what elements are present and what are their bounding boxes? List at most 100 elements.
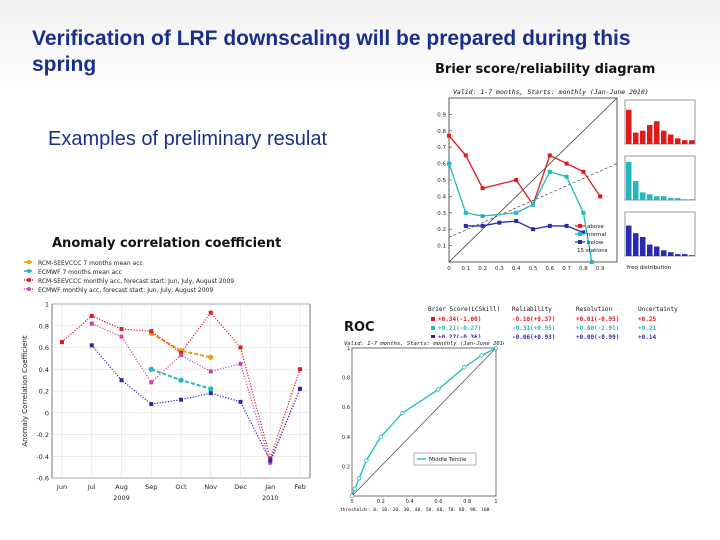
rel-histogram-bar (682, 140, 688, 144)
rel-ytick-label: 0.1 (437, 244, 446, 250)
rel-legend-marker (578, 224, 582, 228)
acc-data-point (268, 460, 273, 465)
rel-histogram-bar (668, 134, 674, 144)
rel-data-point (581, 210, 586, 215)
rel-xtick-label: 0.2 (478, 266, 487, 272)
acc-xtick-label: Dec (234, 483, 247, 491)
rel-ytick-label: 0.3 (437, 211, 446, 217)
acc-legend-label: RCM-SEEVCCC monthly acc, forecast start:… (38, 278, 234, 285)
brier-cell: +0.14 (638, 334, 656, 341)
brier-cell: +0.01(-0.95) (576, 316, 619, 323)
acc-data-point (298, 367, 302, 372)
roc-diagram: Valid: 1-7 months, Starts: monthly (Jan-… (336, 338, 504, 514)
rel-xtick-label: 0.8 (579, 266, 588, 272)
rel-histogram-bar (633, 181, 639, 200)
acc-data-point (208, 391, 213, 396)
roc-xtick-label: 0 (350, 499, 353, 505)
roc-data-point (436, 387, 441, 392)
acc-data-point (208, 369, 213, 374)
rel-plot-title: Valid: 1-7 months, Starts: monthly (Jan-… (453, 88, 649, 96)
rel-histogram-bar (682, 254, 688, 256)
brier-cell: +0.00(-2.91) (576, 325, 619, 332)
acc-data-point (179, 350, 183, 355)
roc-data-point (364, 458, 369, 463)
rel-data-point (598, 194, 603, 199)
acc-legend-label: ECMWF 7 months mean acc (38, 269, 122, 276)
rel-xtick-label: 0.5 (529, 266, 538, 272)
rel-data-point (480, 223, 485, 228)
roc-ytick-label: 0.6 (342, 405, 350, 411)
brier-cell: +0.27(-0.36) (438, 334, 481, 341)
rel-data-point (480, 186, 485, 191)
acc-data-point (149, 380, 154, 385)
rel-histogram-bar (640, 130, 646, 144)
rel-data-point (463, 153, 468, 158)
acc-data-point (268, 456, 273, 461)
rel-xtick-label: 0.7 (562, 266, 571, 272)
rel-ytick-label: 0.2 (437, 227, 446, 233)
rel-legend-label: 15 stations (577, 248, 608, 254)
roc-data-point (462, 365, 467, 370)
acc-xtick-label: Sep (145, 483, 157, 491)
rel-data-point (564, 161, 569, 166)
rel-data-point (514, 210, 519, 215)
roc-plot-title: Valid: 1-7 months, Starts: monthly (Jan-… (344, 341, 504, 347)
rel-histogram-bar (668, 252, 674, 256)
roc-diagonal (351, 347, 497, 497)
acc-series-line (150, 332, 211, 359)
rel-histogram-bar (647, 125, 653, 144)
rel-ytick-label: 0.9 (437, 112, 446, 118)
acc-data-point (119, 334, 124, 339)
acc-data-point (148, 366, 154, 372)
acc-data-point (119, 378, 124, 383)
rel-histogram-bar (654, 196, 660, 200)
roc-xtick-label: 0.6 (434, 499, 442, 505)
rel-histogram-bar (661, 250, 667, 256)
roc-xtick-label: 0.2 (377, 499, 385, 505)
roc-series-line (351, 347, 497, 497)
roc-ytick-label: 0.8 (342, 376, 350, 382)
roc-data-point (352, 486, 358, 491)
brier-cell: +0.34(-1.00) (438, 316, 481, 323)
acc-legend-marker (27, 269, 31, 273)
slide-title: Verification of LRF downscaling will be … (32, 27, 631, 76)
rel-data-point (531, 227, 535, 232)
rel-series-line (465, 220, 584, 234)
rel-data-point (514, 178, 519, 182)
rel-data-point (447, 161, 451, 166)
acc-ytick-label: 0.2 (39, 388, 49, 396)
acc-legend-marker (27, 260, 31, 264)
brier-cell: +0.25 (638, 316, 656, 323)
rel-histogram-bar (626, 225, 632, 256)
brier-row-marker (431, 335, 435, 339)
rel-histogram-bar (633, 233, 639, 256)
acc-series-line (91, 323, 301, 465)
brier-cell: +0.21(-0.27) (438, 325, 481, 332)
acc-data-point (208, 354, 214, 360)
acc-data-point (149, 402, 154, 407)
anomaly-caption: Anomaly correlation coefficient (52, 236, 282, 251)
brier-row-marker (431, 317, 435, 321)
brier-row-marker (431, 326, 435, 330)
rel-histogram-bar (668, 198, 674, 200)
roc-caption: ROC (344, 320, 375, 335)
acc-data-point (179, 353, 183, 358)
rel-xtick-label: 0.9 (596, 266, 605, 272)
rel-histogram-bar (689, 255, 695, 256)
rel-data-point (463, 210, 468, 215)
rel-histogram-bar (640, 192, 646, 200)
acc-data-point (268, 458, 273, 463)
acc-data-point (60, 340, 64, 345)
title-background (0, 0, 720, 90)
rel-data-point (581, 230, 586, 235)
acc-xtick-label: Jan (264, 483, 275, 491)
acc-data-point (238, 399, 243, 404)
rel-freq-label: freq distribution (627, 265, 672, 271)
rel-histogram-bar (654, 246, 660, 256)
roc-data-point (400, 410, 405, 416)
rel-xtick-label: 0.6 (545, 266, 554, 272)
roc-data-point (357, 476, 362, 481)
rel-histogram-bar (647, 194, 653, 200)
brier-header-cell: Uncertainty (638, 306, 678, 313)
roc-ytick-label: 0.2 (342, 464, 350, 470)
